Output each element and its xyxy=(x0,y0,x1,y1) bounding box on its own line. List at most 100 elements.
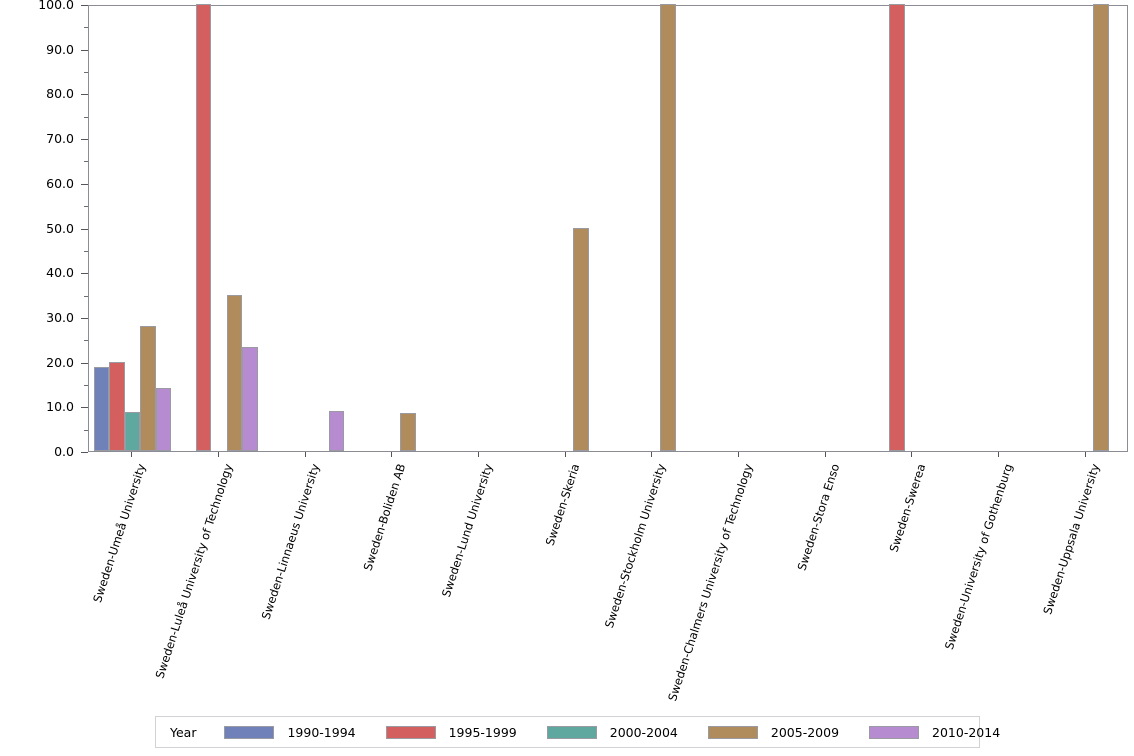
bar xyxy=(400,413,416,451)
y-axis-tick-label: 40.0 xyxy=(46,265,74,281)
y-axis-tick-label: 90.0 xyxy=(46,41,74,57)
y-axis-tick-mark xyxy=(81,317,88,319)
x-axis-tick-mark xyxy=(304,452,306,457)
legend-label: 2000-2004 xyxy=(609,724,678,740)
x-axis-tick-label-text: Sweden-Stockholm University xyxy=(602,462,669,630)
x-axis-tick-mark xyxy=(998,452,999,457)
x-axis-tick-label: Sweden-Skeria xyxy=(476,462,582,752)
y-axis-tick-mark xyxy=(81,228,88,230)
legend-entry[interactable]: 2005-2009 xyxy=(707,724,840,740)
legend-label: 2005-2009 xyxy=(770,724,840,740)
x-axis-tick-label: Sweden-Uppsala University xyxy=(996,462,1102,752)
x-axis-tick-label: Sweden-Luleå University of Technology xyxy=(129,462,236,752)
x-axis-tick-label: Sweden-Boliden AB xyxy=(303,462,409,752)
bar xyxy=(155,388,172,451)
y-axis-tick-mark xyxy=(81,273,88,275)
legend-title: Year xyxy=(170,724,197,740)
y-axis-tick-mark xyxy=(81,139,88,141)
y-axis-tick-label: 100.0 xyxy=(38,0,74,12)
y-axis-minor-tick-mark xyxy=(84,340,88,342)
bar xyxy=(328,410,345,451)
x-axis-tick-mark xyxy=(1084,452,1086,457)
x-axis-tick-label-text: Sweden-Stora Enso xyxy=(794,462,842,573)
y-axis-tick-mark xyxy=(81,452,88,453)
x-axis-tick-label-text: Sweden-Luleå University of Technology xyxy=(152,462,236,681)
bar xyxy=(889,4,905,451)
x-axis-tick-mark xyxy=(911,452,913,457)
y-axis-tick-label: 60.0 xyxy=(46,175,74,191)
bar xyxy=(1093,4,1109,451)
x-axis-tick-label: Sweden-Lund University xyxy=(389,462,495,752)
x-axis-tick-label-text: Sweden-Uppsala University xyxy=(1039,462,1102,617)
bar xyxy=(242,346,258,451)
x-axis-tick-mark xyxy=(824,452,826,457)
x-axis-tick-label: Sweden-Swerea xyxy=(823,462,929,752)
legend-swatch xyxy=(707,725,758,739)
x-axis-tick-label: Sweden-University of Gothenburg xyxy=(909,462,1015,752)
bar xyxy=(93,367,110,451)
x-axis-tick-label: Sweden-Stockholm University xyxy=(563,462,669,752)
x-axis-tick-label: Sweden-Stora Enso xyxy=(736,462,842,752)
bar xyxy=(573,227,589,451)
y-axis-tick-label: 0.0 xyxy=(54,444,74,459)
bar xyxy=(195,4,212,451)
x-axis-tick-label: Sweden-Linnaeus University xyxy=(216,462,322,752)
y-axis-tick-mark xyxy=(81,94,88,96)
bar xyxy=(140,325,156,451)
x-axis-tick-mark xyxy=(391,452,393,457)
bar xyxy=(226,295,243,451)
legend-entries: 1990-1994 1995-1999 2000-2004 2005-2009 2010… xyxy=(224,725,1030,740)
y-axis-minor-tick-mark xyxy=(84,72,88,74)
x-axis-tick-label-text: Sweden-University of Gothenburg xyxy=(941,462,1016,652)
x-axis-tick-mark xyxy=(131,452,133,457)
y-axis-minor-tick-mark xyxy=(84,250,88,252)
legend-swatch xyxy=(224,725,275,739)
y-axis-tick-label: 50.0 xyxy=(46,220,74,236)
bar xyxy=(124,412,141,451)
legend-label: 1995-1999 xyxy=(448,724,517,740)
y-axis-tick-label: 30.0 xyxy=(46,309,74,325)
legend-label: 1990-1994 xyxy=(287,724,356,740)
x-axis-tick-mark xyxy=(478,452,479,457)
y-axis-tick-label: 80.0 xyxy=(46,86,74,102)
legend-entry[interactable]: 1990-1994 xyxy=(224,724,356,740)
x-axis-tick-label-text: Sweden-Umeå University xyxy=(90,462,149,605)
chart-legend: Year 1990-1994 1995-1999 2000-2004 2005-200… xyxy=(155,716,1000,748)
x-axis-tick-label: Sweden-Umeå University xyxy=(43,462,149,752)
y-axis-minor-tick-mark xyxy=(84,429,88,431)
y-axis-tick-label: 10.0 xyxy=(46,399,74,415)
x-axis-tick-mark xyxy=(651,452,653,457)
plot-area xyxy=(88,4,1128,452)
legend-swatch xyxy=(869,725,920,739)
x-axis-tick-label: Sweden-Chalmers University of Technology xyxy=(649,462,755,752)
legend-swatch xyxy=(546,725,597,739)
y-axis-tick-mark xyxy=(81,407,88,409)
y-axis-tick-label: 20.0 xyxy=(46,354,74,370)
x-axis-tick-label-text: Sweden-Lund University xyxy=(438,462,496,599)
x-axis-tick-mark xyxy=(564,452,566,457)
bar xyxy=(660,4,676,451)
y-axis-tick-mark xyxy=(81,49,88,51)
x-axis-tick-label-text: Sweden-Chalmers University of Technology xyxy=(665,462,756,703)
y-axis-tick-mark xyxy=(81,5,88,6)
y-axis-tick-label: 70.0 xyxy=(46,131,74,147)
x-axis-tick-label-text: Sweden-Linnaeus University xyxy=(258,462,322,622)
legend-entry[interactable]: 2000-2004 xyxy=(546,724,678,740)
bar xyxy=(109,361,125,451)
y-axis-minor-tick-mark xyxy=(84,384,88,386)
legend-swatch xyxy=(385,725,436,739)
legend-label: 2010-2014 xyxy=(932,724,1001,740)
x-axis-tick-label-text: Sweden-Swerea xyxy=(886,462,929,554)
x-axis-tick-label-text: Sweden-Skeria xyxy=(542,462,582,548)
legend-entry[interactable]: 2010-2014 xyxy=(869,725,1000,740)
x-axis-tick-mark xyxy=(738,452,739,457)
y-axis-minor-tick-mark xyxy=(84,295,88,297)
y-axis-minor-tick-mark xyxy=(84,116,88,118)
x-axis-tick-label-text: Sweden-Boliden AB xyxy=(360,462,409,573)
y-axis-minor-tick-mark xyxy=(84,27,88,29)
x-axis-tick-mark xyxy=(218,452,219,457)
y-axis-tick-mark xyxy=(81,362,88,364)
y-axis-minor-tick-mark xyxy=(84,161,88,163)
legend-entry[interactable]: 1995-1999 xyxy=(385,724,517,740)
